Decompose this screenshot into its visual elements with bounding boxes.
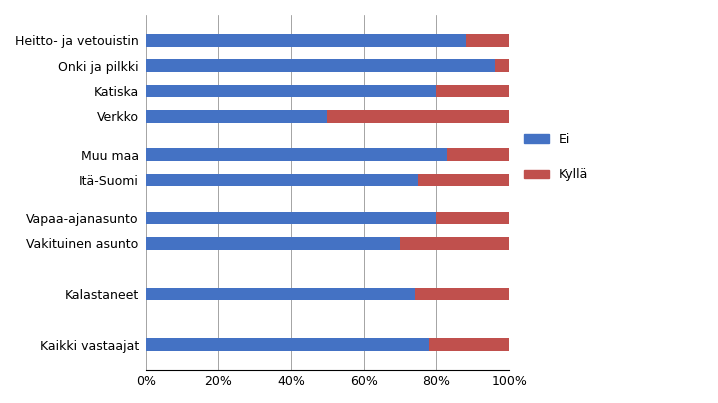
Bar [146, 212, 437, 224]
Bar [146, 110, 327, 123]
Bar [146, 85, 437, 98]
Bar [465, 34, 509, 47]
Bar [146, 339, 429, 351]
Bar [146, 288, 414, 300]
Bar [495, 59, 509, 72]
Bar [146, 148, 447, 161]
Bar [146, 34, 465, 47]
Bar [327, 110, 509, 123]
Bar [146, 174, 419, 186]
Bar [146, 59, 495, 72]
Bar [447, 148, 509, 161]
Legend: Ei, Kyllä: Ei, Kyllä [519, 128, 593, 186]
Bar [437, 85, 509, 98]
Bar [146, 237, 400, 249]
Bar [429, 339, 509, 351]
Bar [419, 174, 509, 186]
Bar [437, 212, 509, 224]
Bar [400, 237, 509, 249]
Bar [414, 288, 509, 300]
